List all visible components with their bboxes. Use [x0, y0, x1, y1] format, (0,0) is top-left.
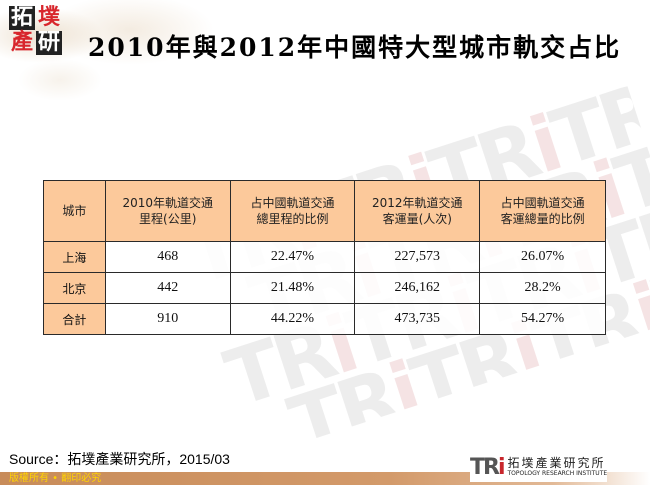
col-header-city: 城市: [43, 180, 106, 242]
cell-ridership-share: 54.27%: [479, 303, 606, 335]
cell-city: 北京: [43, 272, 106, 304]
tri-logo-mark: TRi: [470, 454, 505, 480]
cell-mileage-2010: 910: [104, 303, 231, 335]
cell-city: 上海: [43, 241, 106, 273]
cell-mileage-2010: 468: [104, 241, 231, 273]
map-background: [0, 0, 260, 110]
logo-char: 研: [36, 30, 62, 55]
page-title: 2010年與2012年中國特大型城市軌交占比: [88, 33, 622, 62]
tri-logo-chinese: 拓墣產業研究所: [507, 455, 606, 470]
source-note: Source：拓墣產業研究所，2015/03: [9, 451, 230, 467]
logo-char: 拓: [9, 5, 35, 30]
logo-char: 產: [10, 30, 33, 55]
col-header-ridership-share: 占中國軌道交通 客運總量的比例: [479, 180, 606, 242]
col-header-ridership-2012: 2012年軌道交通 客運量(人次): [354, 180, 481, 242]
cell-mileage-share: 22.47%: [229, 241, 356, 273]
logo-char: 墣: [37, 5, 60, 30]
cell-ridership-share: 26.07%: [479, 241, 606, 273]
cell-city: 合計: [43, 303, 106, 335]
cell-mileage-share: 21.48%: [229, 272, 356, 304]
cell-mileage-2010: 442: [104, 272, 231, 304]
rail-transit-table: 城市 2010年軌道交通 里程(公里) 占中國軌道交通 總里程的比例 2012年軌道…: [43, 180, 606, 335]
cell-ridership-share: 28.2%: [479, 272, 606, 304]
col-header-mileage-share: 占中國軌道交通 總里程的比例: [229, 180, 356, 242]
table-row-total: 合計 910 44.22% 473,735 54.27%: [43, 303, 606, 335]
topology-logo: 拓 墣 產 研: [9, 6, 65, 56]
table-row: 北京 442 21.48% 246,162 28.2%: [43, 272, 606, 304]
cell-ridership-2012: 473,735: [354, 303, 481, 335]
table-row: 上海 468 22.47% 227,573 26.07%: [43, 241, 606, 273]
cell-ridership-2012: 227,573: [354, 241, 481, 273]
tri-logo-english: TOPOLOGY RESEARCH INSTITUTE: [507, 469, 608, 477]
copyright-notice: 版權所有 • 翻印必究: [9, 473, 102, 484]
table-header-row: 城市 2010年軌道交通 里程(公里) 占中國軌道交通 總里程的比例 2012年軌道…: [43, 180, 606, 242]
cell-ridership-2012: 246,162: [354, 272, 481, 304]
col-header-mileage-2010: 2010年軌道交通 里程(公里): [104, 180, 231, 242]
tri-institute-logo: TRi 拓墣產業研究所 TOPOLOGY RESEARCH INSTITUTE: [470, 452, 608, 482]
cell-mileage-share: 44.22%: [229, 303, 356, 335]
